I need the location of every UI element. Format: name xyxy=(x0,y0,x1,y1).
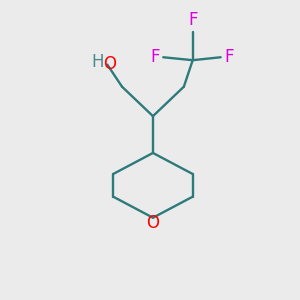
Text: H: H xyxy=(91,53,104,71)
Text: F: F xyxy=(188,11,197,29)
Text: F: F xyxy=(150,48,160,66)
Text: O: O xyxy=(146,214,159,232)
Text: F: F xyxy=(224,48,234,66)
Text: O: O xyxy=(103,55,116,73)
